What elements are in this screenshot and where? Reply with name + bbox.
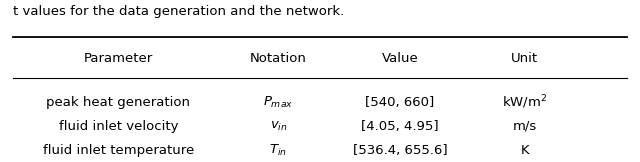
Text: Notation: Notation	[250, 52, 307, 65]
Text: peak heat generation: peak heat generation	[47, 96, 191, 109]
Text: Value: Value	[381, 52, 419, 65]
Text: fluid inlet temperature: fluid inlet temperature	[43, 144, 194, 157]
Text: kW/m$^2$: kW/m$^2$	[502, 93, 547, 111]
Text: Unit: Unit	[511, 52, 538, 65]
Text: t values for the data generation and the network.: t values for the data generation and the…	[13, 5, 344, 18]
Text: m/s: m/s	[513, 120, 537, 133]
Text: K: K	[520, 144, 529, 157]
Text: $P_{max}$: $P_{max}$	[263, 94, 294, 110]
Text: Parameter: Parameter	[84, 52, 153, 65]
Text: fluid inlet velocity: fluid inlet velocity	[59, 120, 178, 133]
Text: [540, 660]: [540, 660]	[365, 96, 435, 109]
Text: $v_{in}$: $v_{in}$	[269, 120, 287, 133]
Text: [4.05, 4.95]: [4.05, 4.95]	[361, 120, 439, 133]
Text: $T_{in}$: $T_{in}$	[269, 143, 287, 158]
Text: [536.4, 655.6]: [536.4, 655.6]	[353, 144, 447, 157]
